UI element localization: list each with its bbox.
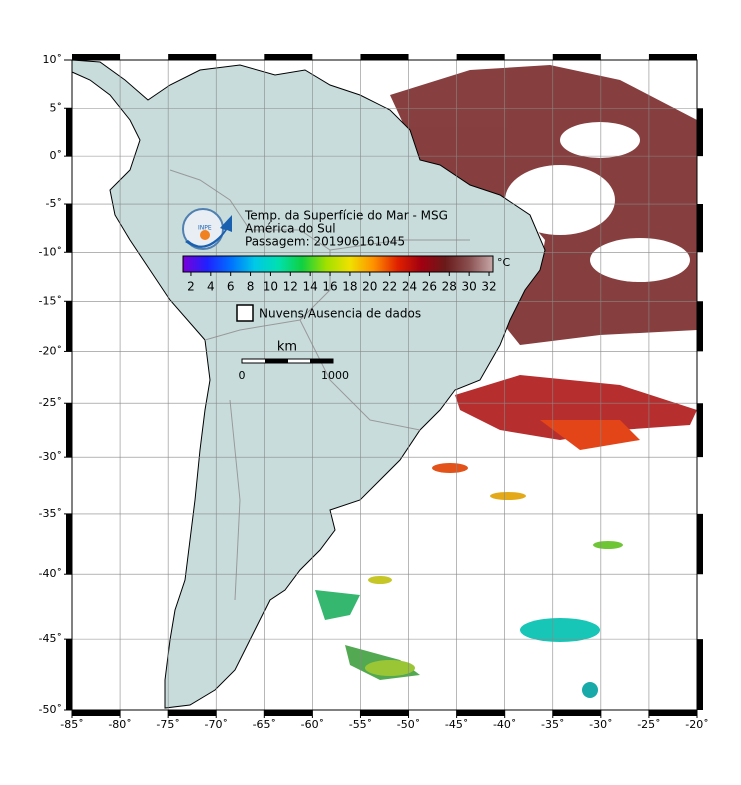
sst-imagery	[315, 65, 697, 698]
x-tick-label: -30˚	[589, 718, 612, 731]
legend-swatch	[236, 304, 254, 322]
y-tick-label: -40˚	[39, 567, 62, 580]
colorbar-tick-label: 18	[342, 280, 357, 294]
colorbar-tick-label: 20	[362, 280, 377, 294]
x-tick-label: -40˚	[493, 718, 516, 731]
y-tick-label: 0˚	[50, 149, 63, 162]
colorbar-tick-label: 26	[422, 280, 437, 294]
logo-dot	[200, 230, 210, 240]
y-tick-label: -15˚	[39, 294, 62, 307]
legend-label: Nuvens/Ausencia de dados	[259, 307, 421, 321]
y-tick-label: 10˚	[43, 53, 63, 66]
colorbar-tick-label: 4	[207, 280, 215, 294]
logo: INPE	[182, 208, 232, 250]
y-tick-label: -45˚	[39, 632, 62, 645]
colorbar-tick-label: 30	[462, 280, 477, 294]
x-tick-label: -20˚	[685, 718, 708, 731]
y-tick-label: -5˚	[46, 197, 62, 210]
scale-bar-seg	[310, 359, 333, 363]
subtitle: América do Sul	[245, 222, 336, 236]
y-tick-label: -50˚	[39, 703, 62, 716]
x-tick-label: -80˚	[108, 718, 131, 731]
scale-tick-label: 1000	[321, 369, 349, 382]
colorbar-tick-label: 14	[303, 280, 318, 294]
colorbar-tick-label: 8	[247, 280, 255, 294]
colorbar-tick-label: 24	[402, 280, 417, 294]
colorbar-tick-label: 2	[187, 280, 195, 294]
colorbar-tick-label: 6	[227, 280, 235, 294]
title: Temp. da Superfície do Mar - MSG	[244, 209, 448, 223]
y-tick-label: -10˚	[39, 245, 62, 258]
colorbar-tick-label: 16	[322, 280, 337, 294]
scale-tick-label: 0	[239, 369, 246, 382]
logo-arrow	[185, 215, 232, 248]
frame-border	[66, 54, 703, 716]
x-tick-label: -75˚	[156, 718, 179, 731]
logo-text: INPE	[198, 225, 212, 232]
x-tick-label: -85˚	[60, 718, 83, 731]
colorbar-tick-label: 10	[263, 280, 278, 294]
colorbar-ticks: 2 4 6 8 10 12 14 16 18 20 22 24 26 28 30 32	[187, 272, 497, 294]
colorbar-tick-label: 32	[481, 280, 496, 294]
x-tick-label: -55˚	[349, 718, 372, 731]
y-tick-label: -35˚	[39, 507, 62, 520]
x-tick-label: -45˚	[445, 718, 468, 731]
y-tick-label: -25˚	[39, 396, 62, 409]
y-tick-label: -20˚	[39, 344, 62, 357]
scale-bar: km 0 1000	[239, 340, 350, 383]
y-tick-label: -30˚	[39, 450, 62, 463]
axis-labels: -85˚ -80˚ -75˚ -70˚ -65˚ -60˚ -55˚ -50˚ -45˚ -40˚…	[39, 53, 709, 731]
colorbar	[182, 255, 494, 273]
x-tick-label: -35˚	[541, 718, 564, 731]
x-tick-label: -65˚	[253, 718, 276, 731]
x-tick-label: -60˚	[301, 718, 324, 731]
x-tick-label: -50˚	[397, 718, 420, 731]
colorbar-unit: °C	[497, 256, 511, 269]
colorbar-tick-label: 12	[283, 280, 298, 294]
pass-time: Passagem: 201906161045	[245, 235, 405, 249]
colorbar-tick-label: 22	[382, 280, 397, 294]
y-tick-label: 5˚	[50, 101, 63, 114]
colorbar-tick-label: 28	[442, 280, 457, 294]
x-tick-label: -70˚	[204, 718, 227, 731]
scale-bar-seg	[265, 359, 288, 363]
x-tick-label: -25˚	[637, 718, 660, 731]
scale-unit: km	[277, 340, 297, 355]
